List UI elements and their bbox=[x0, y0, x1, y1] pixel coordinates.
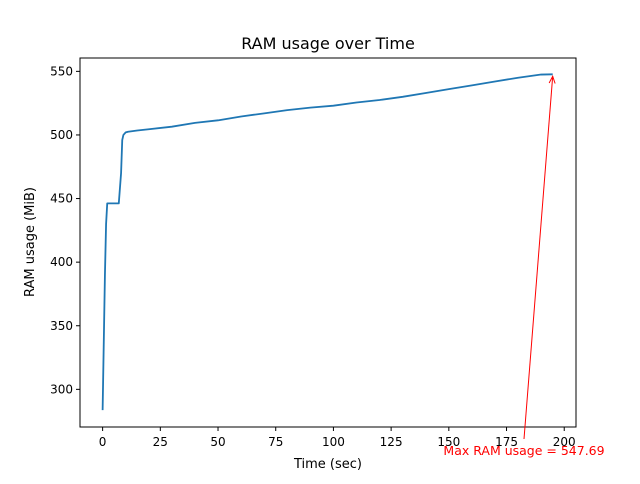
x-tick-label: 0 bbox=[99, 435, 107, 449]
x-tick-label: 50 bbox=[210, 435, 225, 449]
x-tick-label: 75 bbox=[268, 435, 283, 449]
plot-frame bbox=[79, 57, 577, 428]
max-ram-annotation: Max RAM usage = 547.69 bbox=[443, 443, 604, 458]
y-axis-label: RAM usage (MiB) bbox=[23, 187, 38, 297]
y-tick-label: 550 bbox=[50, 64, 73, 78]
x-axis-label: Time (sec) bbox=[293, 457, 362, 472]
y-tick-label: 400 bbox=[50, 255, 73, 269]
x-tick-label: 175 bbox=[495, 435, 518, 449]
x-tick-label: 100 bbox=[322, 435, 345, 449]
y-tick-label: 300 bbox=[50, 382, 73, 396]
ram-usage-line bbox=[101, 73, 553, 411]
x-tick-label: 150 bbox=[437, 435, 460, 449]
chart-title: RAM usage over Time bbox=[241, 34, 415, 53]
x-axis: 0 25 50 75 100 125 150 175 200 bbox=[99, 427, 576, 449]
y-axis: 300 350 400 450 500 550 bbox=[50, 64, 80, 396]
y-tick-label: 350 bbox=[50, 319, 73, 333]
x-tick-label: 25 bbox=[153, 435, 168, 449]
x-tick-label: 125 bbox=[380, 435, 403, 449]
max-ram-arrow bbox=[523, 76, 554, 440]
max-ram-arrowhead bbox=[548, 75, 556, 84]
y-tick-label: 500 bbox=[50, 128, 73, 142]
y-tick-label: 450 bbox=[50, 192, 73, 206]
x-tick-label: 200 bbox=[553, 435, 576, 449]
